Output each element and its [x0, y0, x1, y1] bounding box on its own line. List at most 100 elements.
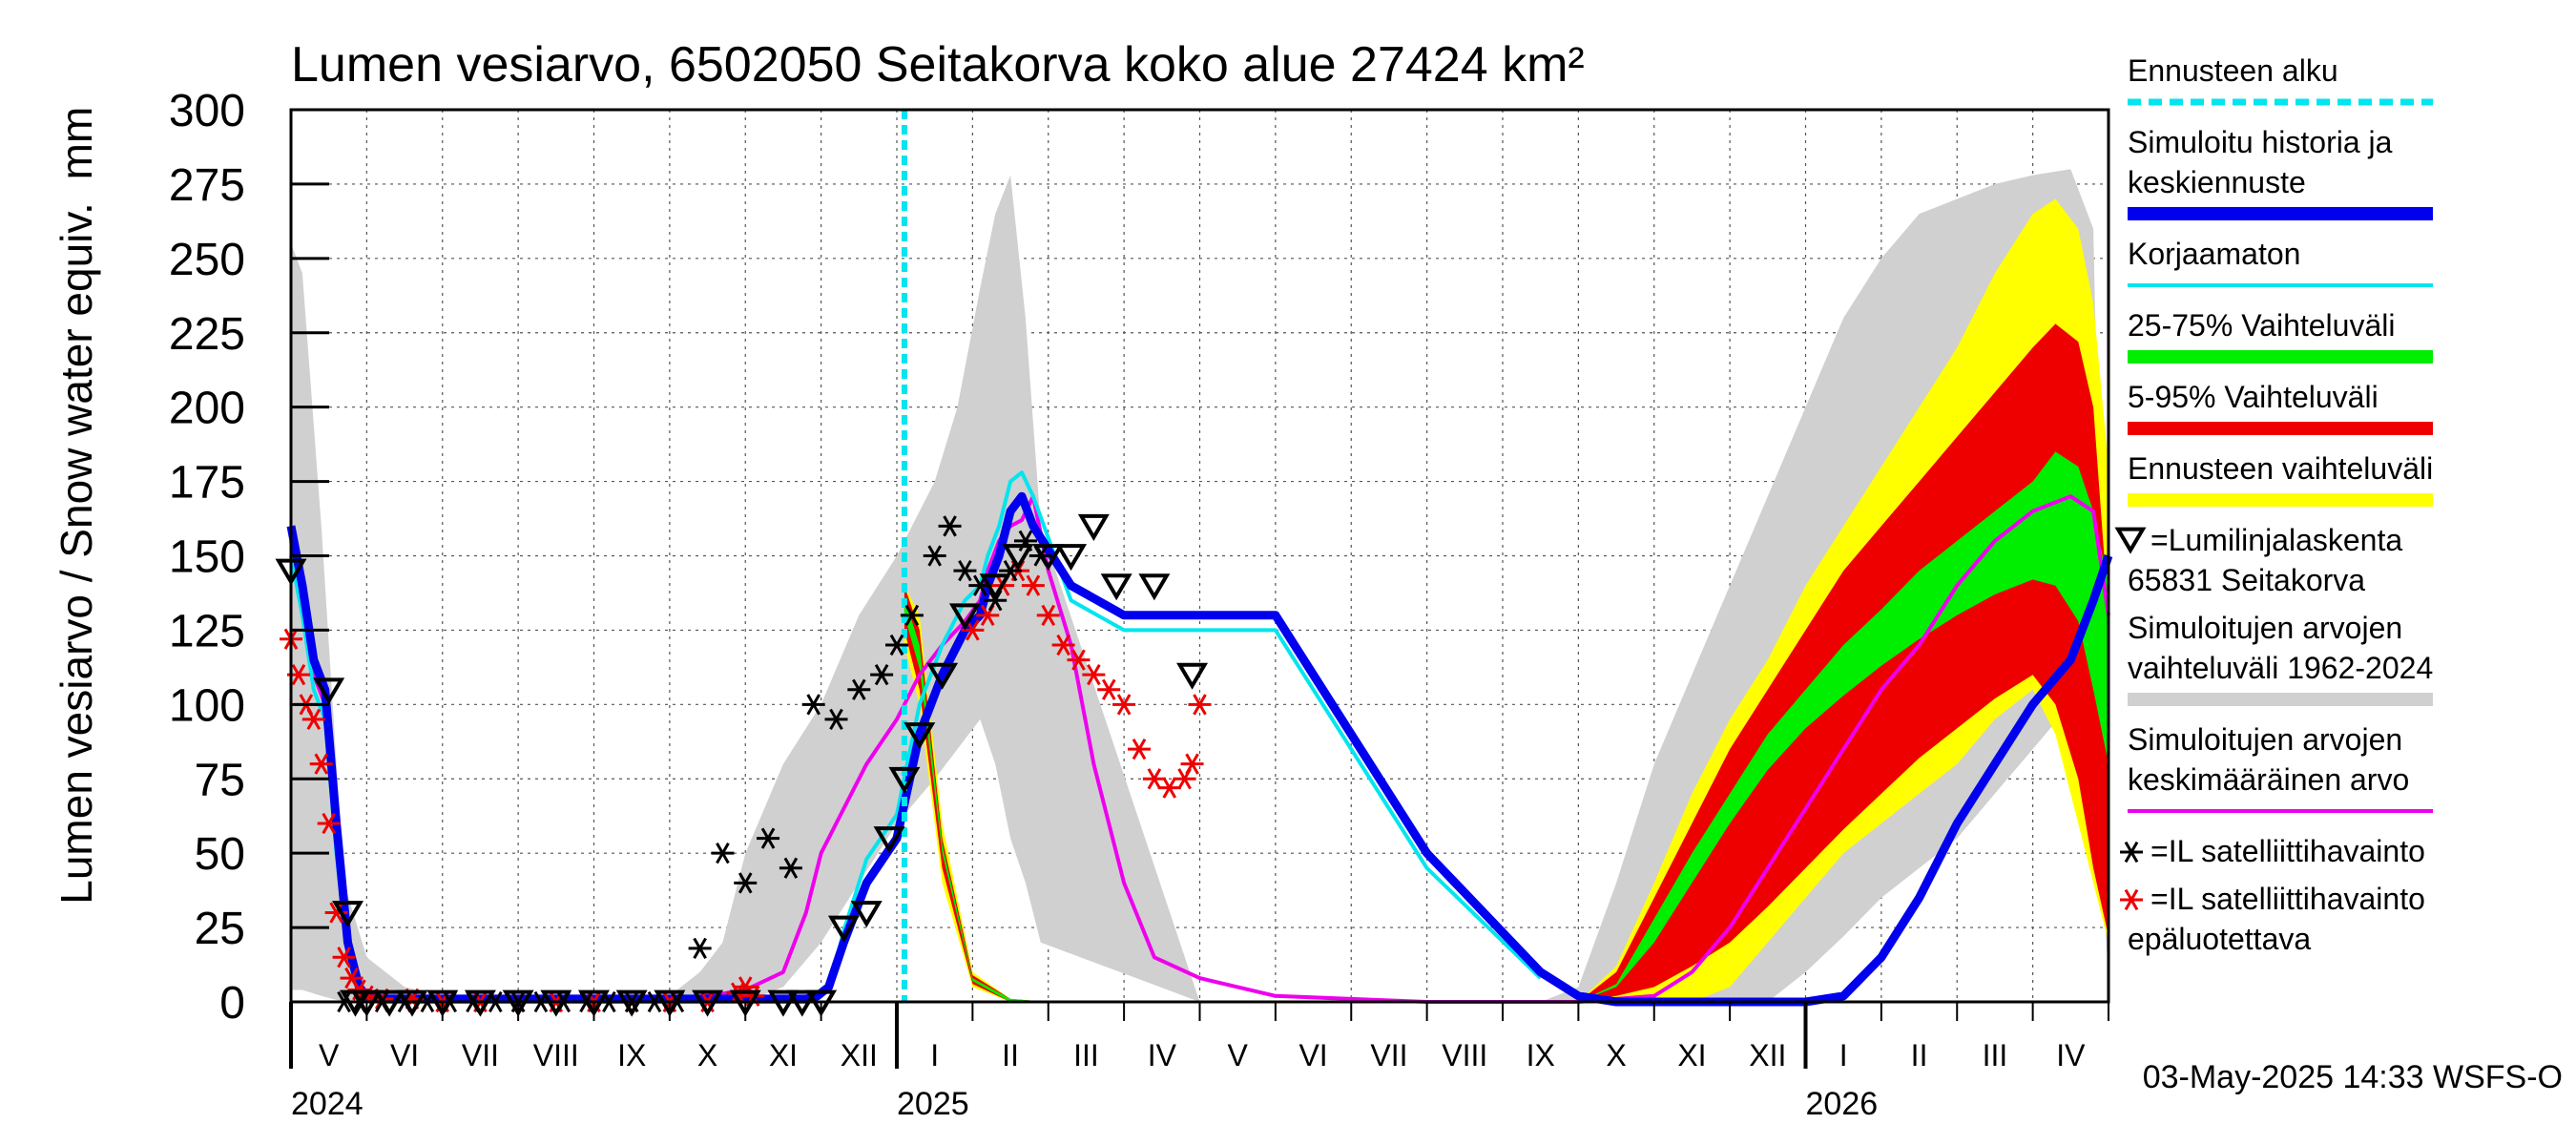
satellite-point: [938, 515, 962, 537]
snow-course-point: [1176, 662, 1209, 690]
x-month-label: XII: [841, 1038, 878, 1072]
star-stroke: [322, 812, 336, 835]
star-stroke: [874, 664, 889, 686]
legend-label: epäluotettava: [2128, 922, 2311, 956]
star-stroke: [958, 559, 972, 582]
star-stroke: [314, 753, 329, 775]
star-stroke: [737, 872, 753, 894]
range-5-95-band: [904, 323, 2109, 1002]
y-tick-label: 250: [169, 235, 245, 285]
legend-star-marker: [2120, 841, 2143, 864]
star-stroke: [344, 967, 359, 989]
legend-label: Ennusteen alku: [2128, 53, 2338, 88]
x-month-label: VI: [1298, 1038, 1327, 1072]
snow-course-point: [926, 662, 959, 690]
satellite-point: [900, 604, 924, 626]
x-month-label: VII: [462, 1038, 499, 1072]
star-stroke: [966, 619, 980, 641]
satellite-unreliable-point: [1128, 738, 1151, 760]
satellite-unreliable-point: [332, 947, 356, 968]
satellite-unreliable-point: [1188, 694, 1212, 716]
star-stroke: [337, 947, 351, 968]
y-tick-label: 0: [219, 978, 245, 1029]
satellite-point: [801, 694, 825, 716]
star-stroke: [904, 604, 920, 626]
y-axis-unit: mm: [52, 107, 101, 180]
satellite-unreliable-point: [1180, 753, 1204, 775]
snow-course-point: [332, 901, 364, 928]
legend-label: keskimääräinen arvo: [2128, 762, 2409, 797]
y-tick-label: 150: [169, 532, 245, 583]
satellite-point: [734, 872, 758, 894]
star-stroke: [1193, 694, 1207, 716]
snow-course-point: [979, 573, 1011, 601]
x-year-label: 2026: [1806, 1086, 1879, 1122]
satellite-unreliable-point: [317, 812, 341, 835]
star-stroke: [306, 708, 322, 731]
star-stroke: [1056, 634, 1070, 656]
star-stroke: [927, 545, 942, 567]
x-month-label: VII: [1370, 1038, 1407, 1072]
snow-course-point: [904, 722, 936, 750]
legend-label: 5-95% Vaihteluväli: [2128, 380, 2379, 414]
satellite-point: [847, 678, 871, 700]
legend-label: Simuloitu historia ja: [2128, 125, 2393, 159]
y-tick-label: 50: [195, 829, 245, 880]
star-stroke: [889, 634, 904, 656]
y-tick-label: 175: [169, 458, 245, 509]
satellite-point: [824, 708, 848, 731]
star-stroke: [760, 827, 776, 849]
x-month-label: X: [697, 1038, 717, 1072]
snow-course-point: [888, 766, 921, 794]
snow-course-point: [1100, 573, 1132, 601]
y-tick-label: 300: [169, 86, 245, 136]
star-stroke: [1162, 777, 1177, 799]
star-stroke: [291, 664, 306, 686]
x-month-label: I: [930, 1038, 939, 1072]
star-stroke: [806, 694, 821, 716]
snow-course-point: [1032, 544, 1065, 572]
satellite-point: [688, 937, 712, 960]
star-stroke: [329, 902, 343, 924]
x-month-label: X: [1606, 1038, 1626, 1072]
timestamp: 03-May-2025 14:33 WSFS-O: [2143, 1059, 2563, 1095]
snow-course-point: [948, 603, 981, 631]
star-stroke: [1087, 664, 1101, 686]
y-tick-label: 125: [169, 606, 245, 656]
star-stroke: [1185, 753, 1199, 775]
star-stroke: [716, 843, 730, 864]
snow-course-point: [1055, 544, 1088, 572]
satellite-point: [711, 843, 735, 864]
star-stroke: [2124, 841, 2139, 864]
snow-course-point: [827, 915, 860, 943]
snow-course-point: [850, 901, 883, 928]
x-month-label: IX: [617, 1038, 646, 1072]
star-stroke: [1026, 574, 1041, 596]
satellite-unreliable-point: [324, 902, 348, 924]
x-year-label: 2024: [291, 1086, 364, 1122]
x-month-label: VI: [390, 1038, 419, 1072]
satellite-point: [885, 634, 908, 656]
y-axis-label: Lumen vesiarvo / Snow water equiv.: [52, 202, 101, 905]
legend-label: 65831 Seitakorva: [2128, 563, 2365, 597]
star-stroke: [1101, 678, 1116, 700]
y-tick-label: 200: [169, 384, 245, 434]
x-month-label: VIII: [533, 1038, 579, 1072]
satellite-unreliable-point: [1082, 664, 1106, 686]
y-tick-label: 25: [195, 904, 245, 954]
satellite-unreliable-point: [1067, 649, 1091, 671]
x-month-label: III: [1073, 1038, 1099, 1072]
y-tick-label: 275: [169, 160, 245, 211]
satellite-unreliable-point: [1112, 694, 1136, 716]
x-month-label: XI: [769, 1038, 798, 1072]
x-month-label: VIII: [1442, 1038, 1487, 1072]
satellite-unreliable-point: [1036, 604, 1060, 626]
satellite-unreliable-point: [1157, 777, 1181, 799]
star-stroke: [1147, 768, 1162, 790]
snow-course-point: [873, 826, 905, 854]
star-stroke: [1116, 694, 1132, 716]
legend-label: Simuloitujen arvojen: [2128, 611, 2402, 645]
x-month-label: V: [1228, 1038, 1249, 1072]
y-tick-label: 225: [169, 309, 245, 360]
